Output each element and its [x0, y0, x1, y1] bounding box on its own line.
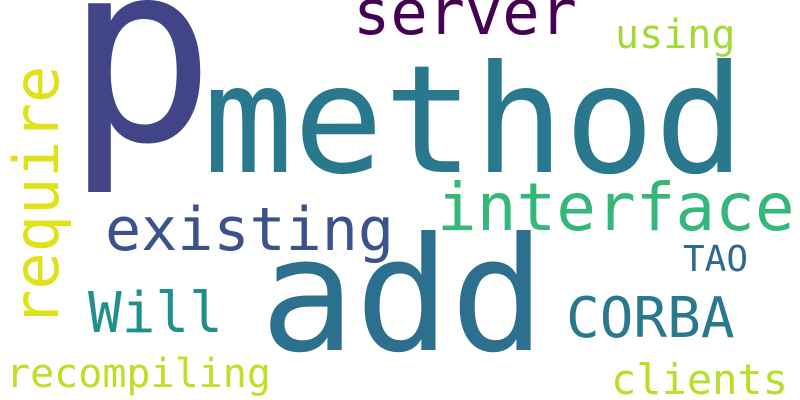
word-corba: CORBA: [566, 286, 735, 351]
word-p: p: [65, 0, 216, 199]
word-recompiling: recompiling: [6, 351, 271, 397]
word-existing: existing: [105, 195, 394, 265]
word-require: require: [0, 66, 73, 327]
word-will: Will: [88, 281, 223, 346]
word-clients: clients: [611, 355, 788, 400]
word-tao: TAO: [683, 239, 748, 280]
word-add: add: [260, 204, 545, 388]
word-method: method: [203, 34, 745, 208]
word-using: using: [615, 12, 735, 58]
word-interface: interface: [437, 169, 795, 246]
word-server: server: [353, 0, 577, 49]
